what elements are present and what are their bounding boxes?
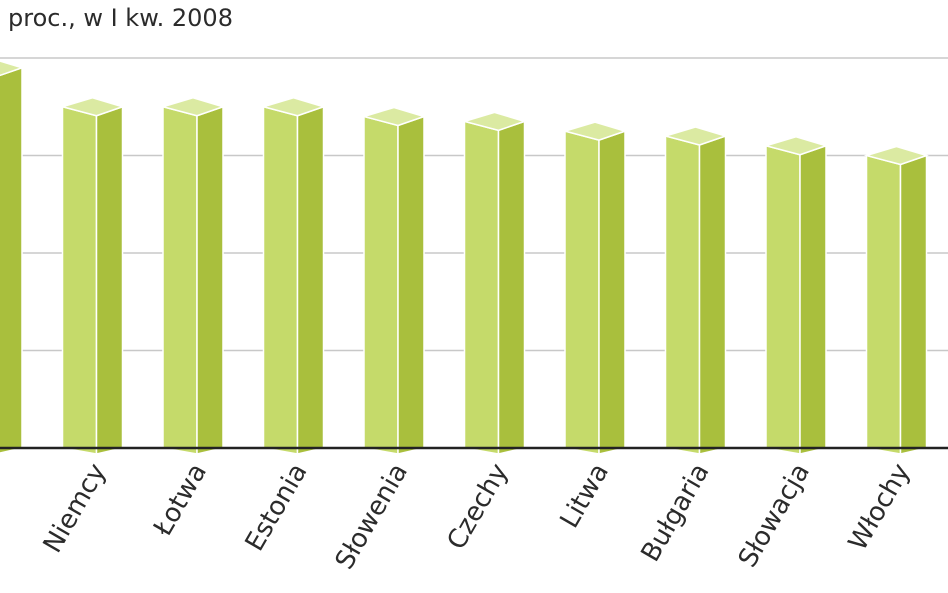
bar-front bbox=[363, 115, 399, 455]
bar-top bbox=[160, 96, 226, 117]
bar-top bbox=[260, 96, 326, 117]
bar bbox=[59, 96, 125, 455]
bar bbox=[662, 126, 728, 455]
bar bbox=[863, 145, 929, 455]
bar-front bbox=[564, 130, 600, 455]
bar-side bbox=[799, 144, 827, 455]
bar bbox=[461, 111, 527, 455]
bar-front bbox=[61, 105, 98, 455]
bar-side bbox=[497, 120, 526, 455]
x-tick-label: Litwa bbox=[555, 459, 616, 534]
bar-front bbox=[262, 105, 299, 455]
bar-side bbox=[296, 105, 325, 455]
bar-side bbox=[95, 105, 124, 455]
bar-front bbox=[463, 120, 500, 455]
x-tick-label: Niemcy bbox=[38, 459, 113, 559]
bar-side bbox=[397, 115, 425, 455]
x-tick-label: Łotwa bbox=[148, 459, 213, 542]
bar-front bbox=[865, 154, 902, 455]
bar-side bbox=[899, 154, 928, 455]
x-tick-label: Słowacja bbox=[733, 459, 816, 573]
bar bbox=[361, 106, 427, 455]
bar-front bbox=[162, 105, 198, 455]
bar-top bbox=[763, 135, 829, 156]
bar-top bbox=[562, 121, 628, 141]
chart-title: proc., w I kw. 2008 bbox=[8, 4, 233, 32]
bar-top bbox=[863, 145, 929, 166]
bar bbox=[260, 96, 326, 455]
x-tick-labels: Niemcy Łotwa Estonia Słowenia Czechy Litwa Buł… bbox=[38, 459, 917, 575]
bar-top bbox=[461, 111, 527, 132]
x-tick-label: Czechy bbox=[442, 459, 515, 555]
bar-side bbox=[698, 134, 727, 455]
bar-side bbox=[598, 130, 626, 455]
bar-front bbox=[664, 135, 701, 455]
bar bbox=[763, 135, 829, 455]
bar-side bbox=[196, 105, 224, 455]
bar-top bbox=[0, 60, 25, 77]
bar-top bbox=[59, 96, 125, 117]
bar-top bbox=[361, 106, 427, 127]
x-tick-label: Bułgaria bbox=[636, 459, 716, 568]
x-tick-label: Włochy bbox=[843, 459, 917, 556]
bars bbox=[0, 60, 929, 455]
bar-top bbox=[662, 126, 728, 146]
x-tick-label: Słowenia bbox=[330, 459, 414, 575]
bar-side bbox=[0, 66, 23, 454]
bar-front bbox=[765, 144, 801, 455]
bar bbox=[562, 121, 628, 455]
x-tick-label: Estonia bbox=[240, 459, 314, 557]
bar bbox=[0, 60, 25, 454]
bar bbox=[160, 96, 226, 455]
